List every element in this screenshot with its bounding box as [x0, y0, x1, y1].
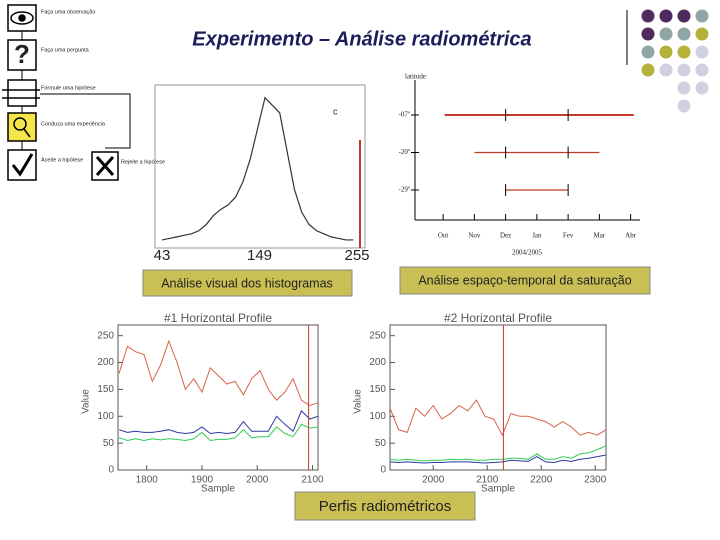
annotation: c: [333, 106, 338, 116]
x-tick-label: Out: [438, 232, 449, 240]
y-tick-label: 150: [97, 384, 114, 395]
svg-text:?: ?: [14, 39, 30, 69]
x-tick-label: 149: [247, 247, 272, 264]
profile-line: [389, 454, 607, 464]
x-tick-label: 255: [344, 247, 369, 264]
profile-line: [389, 445, 607, 462]
flow-step: Faça uma pergunta: [41, 47, 90, 53]
x-tick-label: 2300: [584, 475, 607, 486]
decoration: [641, 9, 709, 113]
x-tick-label: Abr: [625, 232, 637, 240]
profile-line: [118, 339, 319, 407]
caption: Perfis radiométricos: [319, 498, 452, 515]
x-tick-label: 2000: [422, 475, 445, 486]
y-tick-label: -29º: [398, 186, 410, 194]
x-tick-label: 1800: [136, 475, 159, 486]
plot-frame: [117, 324, 319, 471]
chart-title: #2 Horizontal Profile: [444, 311, 552, 325]
caption-box: [142, 269, 353, 297]
marker-line: [359, 140, 361, 248]
y-tick-label: 50: [375, 438, 387, 449]
profile-line: [118, 410, 319, 435]
y-tick-label: -07º: [398, 111, 410, 119]
flowchart: ?: [2, 4, 131, 181]
x-tick-label: 43: [154, 247, 171, 264]
x-axis-label: Sample: [481, 484, 515, 495]
y-axis-label: Value: [81, 389, 92, 414]
flow-step: Rejeite a hipótese: [121, 159, 165, 165]
flow-step: Formule uma hipótese: [41, 85, 96, 91]
caption: Análise espaço-temporal da saturação: [418, 273, 631, 287]
slide-title: Experimento – Análise radiométrica: [192, 28, 531, 50]
x-axis-label: 2004/2005: [512, 249, 542, 257]
y-tick-label: -20º: [398, 148, 410, 156]
plot-frame: [154, 84, 366, 249]
y-tick-label: 200: [369, 357, 386, 368]
y-tick-label: 250: [369, 330, 386, 341]
y-tick-label: 0: [380, 465, 386, 476]
caption: Análise visual dos histogramas: [161, 276, 333, 290]
y-tick-label: 0: [108, 465, 114, 476]
caption-box: [399, 266, 651, 295]
chart-title: #1 Horizontal Profile: [164, 311, 272, 325]
x-axis-label: Sample: [201, 484, 235, 495]
flow-step: Faça uma observação: [41, 9, 95, 15]
y-axis-label: Value: [353, 389, 364, 414]
x-tick-label: 2100: [476, 475, 499, 486]
x-tick-label: Jan: [532, 232, 542, 240]
y-tick-label: 250: [97, 330, 114, 341]
x-tick-label: Mar: [594, 232, 606, 240]
profile-line: [118, 423, 319, 442]
flow-step: Aceite a hipótese: [41, 157, 83, 163]
y-tick-label: 100: [369, 411, 386, 422]
plot-frame: [389, 324, 607, 471]
x-tick-label: 2000: [246, 475, 269, 486]
x-tick-label: Nov: [468, 232, 481, 240]
x-tick-label: 2200: [530, 475, 553, 486]
flow-step: Conduza uma experiência: [41, 121, 106, 127]
caption-box: [294, 491, 476, 521]
x-tick-label: 2100: [301, 475, 324, 486]
x-tick-label: Dez: [500, 232, 511, 240]
histogram-curve: [161, 96, 354, 241]
y-tick-label: 100: [97, 411, 114, 422]
y-tick-label: 150: [369, 384, 386, 395]
x-tick-label: Fev: [563, 232, 574, 240]
y-tick-label: 50: [103, 438, 115, 449]
y-tick-label: 200: [97, 357, 114, 368]
profile-line: [389, 399, 607, 437]
y-axis-label: latitude: [405, 73, 426, 81]
x-tick-label: 1900: [191, 475, 214, 486]
